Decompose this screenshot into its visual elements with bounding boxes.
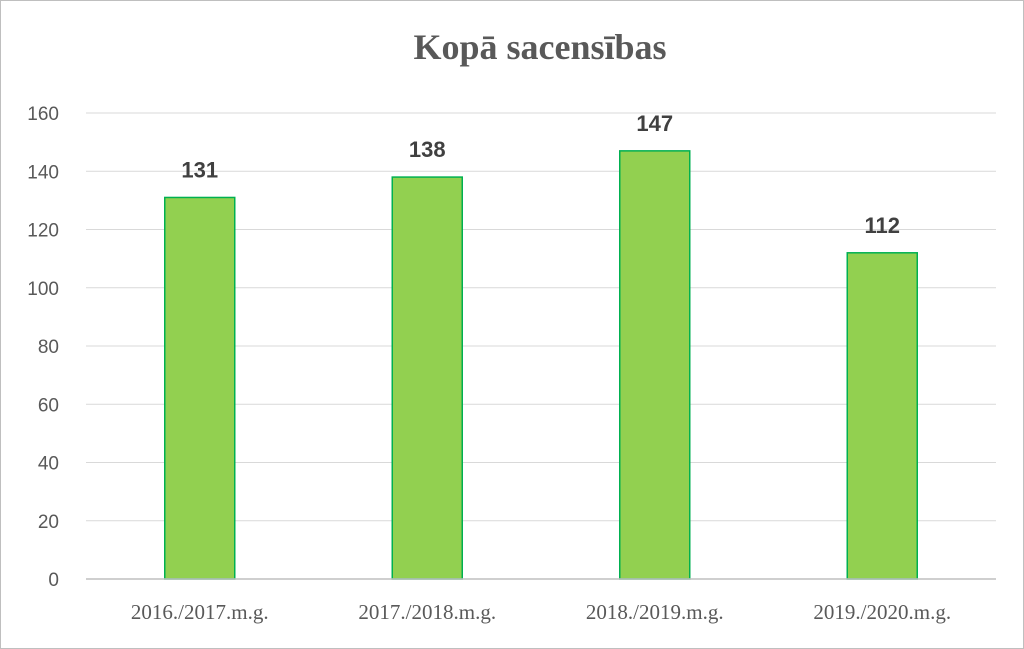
bars: 131 138 147 112 <box>164 111 918 580</box>
data-label: 112 <box>865 213 901 238</box>
bar <box>164 196 236 580</box>
y-tick-label: 100 <box>27 279 59 300</box>
y-tick-label: 20 <box>38 512 59 533</box>
bar <box>391 176 463 580</box>
y-axis: 0 20 40 60 80 100 120 140 160 <box>27 104 59 591</box>
y-tick-label: 140 <box>27 162 59 183</box>
x-tick-label: 2018./2019.m.g. <box>586 600 724 624</box>
y-tick-label: 0 <box>48 570 59 591</box>
bar <box>846 252 918 580</box>
data-label: 131 <box>181 157 218 182</box>
bar <box>619 150 691 580</box>
data-label: 147 <box>636 111 673 136</box>
y-tick-label: 80 <box>38 337 59 358</box>
y-tick-label: 40 <box>38 454 59 475</box>
x-tick-label: 2019./2020.m.g. <box>813 600 951 624</box>
x-tick-label: 2016./2017.m.g. <box>131 600 269 624</box>
data-label: 138 <box>409 137 446 162</box>
y-tick-label: 160 <box>27 104 59 125</box>
y-tick-label: 120 <box>27 221 59 242</box>
x-axis: 2016./2017.m.g. 2017./2018.m.g. 2018./2019… <box>86 578 996 624</box>
chart-title: Kopā sacensības <box>413 27 666 67</box>
y-tick-label: 60 <box>38 395 59 416</box>
x-tick-label: 2017./2018.m.g. <box>358 600 496 624</box>
gridlines <box>86 112 996 522</box>
